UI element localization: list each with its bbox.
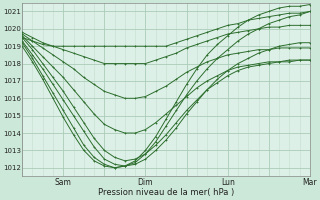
X-axis label: Pression niveau de la mer( hPa ): Pression niveau de la mer( hPa ) bbox=[98, 188, 234, 197]
